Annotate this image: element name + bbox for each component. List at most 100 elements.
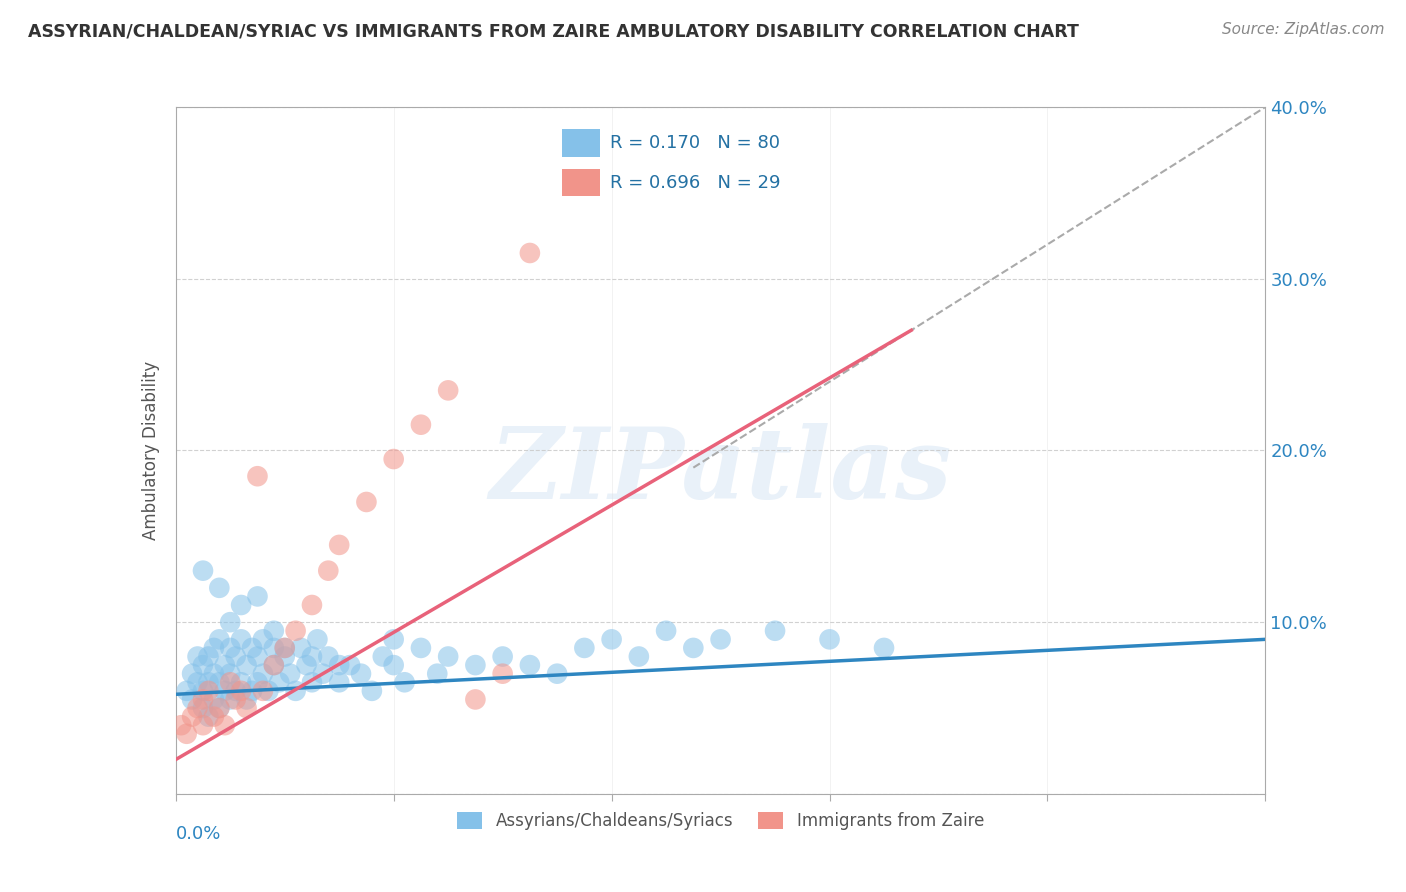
Point — [492, 649, 515, 664]
Point — [235, 701, 257, 715]
Point — [409, 640, 432, 655]
Point — [202, 709, 225, 723]
Point — [301, 598, 323, 612]
Point — [437, 649, 460, 664]
Point — [263, 624, 285, 638]
Point — [225, 692, 247, 706]
Point — [295, 658, 318, 673]
Point — [214, 718, 236, 732]
Point — [284, 683, 307, 698]
Point — [191, 701, 214, 715]
Point — [202, 692, 225, 706]
Point — [312, 666, 335, 681]
Point — [269, 675, 291, 690]
Text: ZIPatlas: ZIPatlas — [489, 423, 952, 519]
Point — [197, 649, 219, 664]
Point — [186, 675, 209, 690]
Point — [191, 683, 214, 698]
Point — [301, 675, 323, 690]
Point — [284, 624, 307, 638]
Point — [382, 632, 405, 647]
Point — [181, 666, 204, 681]
Point — [186, 649, 209, 664]
Point — [235, 658, 257, 673]
Point — [464, 658, 486, 673]
Point — [328, 538, 350, 552]
Point — [328, 675, 350, 690]
Point — [492, 666, 515, 681]
Point — [181, 692, 204, 706]
Point — [301, 649, 323, 664]
Point — [356, 495, 378, 509]
Point — [328, 658, 350, 673]
Point — [225, 649, 247, 664]
Text: Source: ZipAtlas.com: Source: ZipAtlas.com — [1222, 22, 1385, 37]
Point — [208, 632, 231, 647]
Point — [371, 649, 394, 664]
Point — [519, 246, 541, 260]
Point — [181, 709, 204, 723]
Point — [197, 683, 219, 698]
Point — [426, 666, 449, 681]
Point — [318, 649, 340, 664]
Point — [655, 624, 678, 638]
Point — [627, 649, 650, 664]
Point — [257, 683, 280, 698]
Point — [176, 683, 198, 698]
Point — [437, 384, 460, 398]
Point — [225, 683, 247, 698]
Point — [191, 718, 214, 732]
Point — [252, 632, 274, 647]
Point — [382, 452, 405, 467]
Point — [318, 564, 340, 578]
Point — [231, 598, 253, 612]
Point — [274, 640, 297, 655]
Point — [219, 640, 242, 655]
Point — [382, 658, 405, 673]
Point — [208, 581, 231, 595]
Point — [682, 640, 704, 655]
Point — [710, 632, 733, 647]
Point — [214, 658, 236, 673]
Point — [519, 658, 541, 673]
Point — [208, 675, 231, 690]
Point — [274, 649, 297, 664]
Point — [231, 675, 253, 690]
Point — [252, 666, 274, 681]
Point — [176, 727, 198, 741]
Point — [360, 683, 382, 698]
Point — [246, 649, 269, 664]
Point — [186, 701, 209, 715]
Point — [546, 666, 568, 681]
Point — [219, 615, 242, 630]
Point — [240, 640, 263, 655]
Point — [235, 692, 257, 706]
Point — [263, 658, 285, 673]
Point — [394, 675, 416, 690]
Point — [219, 675, 242, 690]
Point — [873, 640, 896, 655]
Point — [231, 632, 253, 647]
Point — [191, 692, 214, 706]
Point — [197, 675, 219, 690]
Point — [763, 624, 786, 638]
Point — [170, 718, 193, 732]
Point — [246, 675, 269, 690]
Point — [274, 640, 297, 655]
Text: 0.0%: 0.0% — [176, 825, 221, 843]
Point — [191, 564, 214, 578]
Text: ASSYRIAN/CHALDEAN/SYRIAC VS IMMIGRANTS FROM ZAIRE AMBULATORY DISABILITY CORRELAT: ASSYRIAN/CHALDEAN/SYRIAC VS IMMIGRANTS F… — [28, 22, 1078, 40]
Point — [574, 640, 596, 655]
Point — [202, 640, 225, 655]
Point — [214, 683, 236, 698]
Point — [246, 590, 269, 604]
Point — [219, 692, 242, 706]
Point — [202, 666, 225, 681]
Point — [219, 666, 242, 681]
Point — [339, 658, 361, 673]
Point — [263, 640, 285, 655]
Point — [818, 632, 841, 647]
Point — [246, 469, 269, 483]
Point — [350, 666, 373, 681]
Point — [290, 640, 312, 655]
